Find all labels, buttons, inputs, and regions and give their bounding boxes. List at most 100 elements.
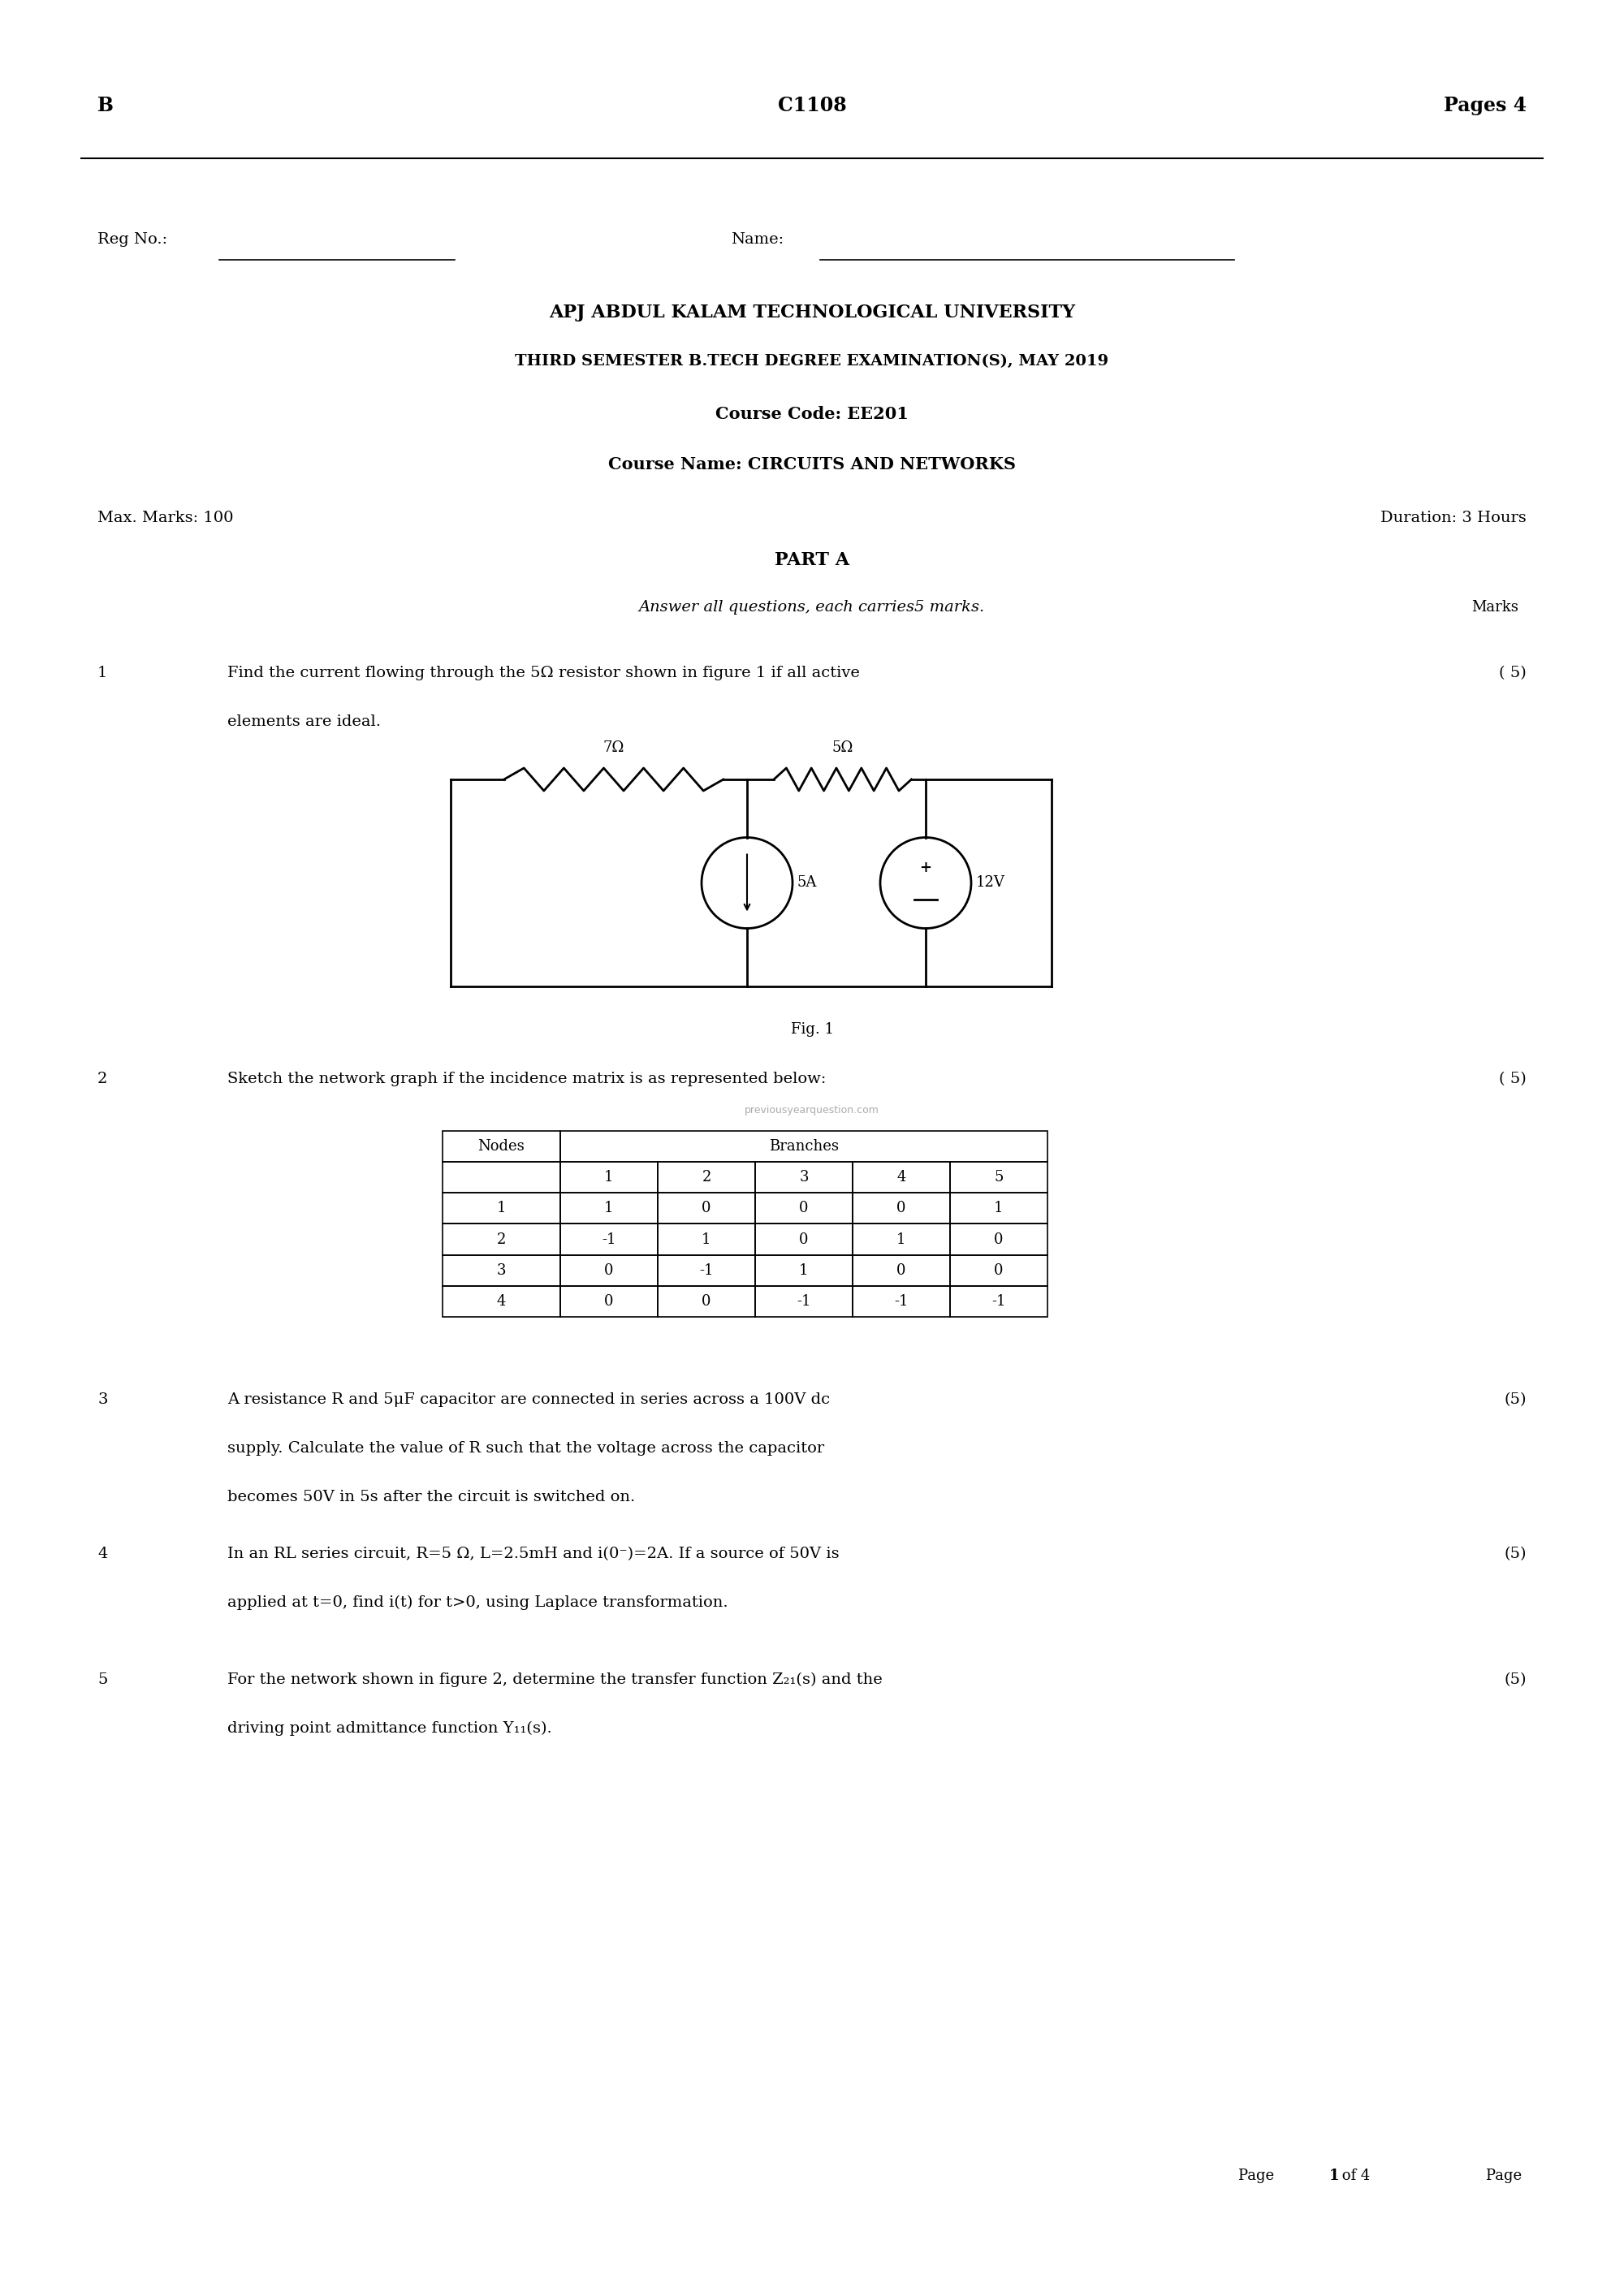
Bar xyxy=(560,1132,1047,1162)
Text: 2: 2 xyxy=(97,1072,107,1086)
Text: THIRD SEMESTER B.TECH DEGREE EXAMINATION(S), MAY 2019: THIRD SEMESTER B.TECH DEGREE EXAMINATION… xyxy=(515,354,1109,370)
Text: -1: -1 xyxy=(895,1295,908,1309)
Bar xyxy=(560,1194,658,1224)
Text: Pages 4: Pages 4 xyxy=(1444,96,1527,115)
Text: (5): (5) xyxy=(1504,1671,1527,1688)
Text: -1: -1 xyxy=(603,1233,615,1247)
Bar xyxy=(950,1224,1047,1256)
Text: supply. Calculate the value of R such that the voltage across the capacitor: supply. Calculate the value of R such th… xyxy=(227,1442,825,1456)
Text: APJ ABDUL KALAM TECHNOLOGICAL UNIVERSITY: APJ ABDUL KALAM TECHNOLOGICAL UNIVERSITY xyxy=(549,303,1075,321)
Text: Course Name: CIRCUITS AND NETWORKS: Course Name: CIRCUITS AND NETWORKS xyxy=(607,457,1017,473)
Text: driving point admittance function Y₁₁(s).: driving point admittance function Y₁₁(s)… xyxy=(227,1722,552,1736)
Text: Find the current flowing through the 5Ω resistor shown in figure 1 if all active: Find the current flowing through the 5Ω … xyxy=(227,666,859,680)
Bar xyxy=(443,1162,560,1194)
Bar xyxy=(853,1194,950,1224)
Bar xyxy=(853,1286,950,1316)
Text: 1: 1 xyxy=(604,1171,614,1185)
Text: 3: 3 xyxy=(97,1391,107,1407)
Text: 3: 3 xyxy=(799,1171,809,1185)
Text: 4: 4 xyxy=(497,1295,507,1309)
Text: of 4: of 4 xyxy=(1338,2167,1371,2183)
Bar xyxy=(755,1162,853,1194)
Bar xyxy=(658,1194,755,1224)
Text: 2: 2 xyxy=(702,1171,711,1185)
Bar xyxy=(853,1224,950,1256)
Text: +: + xyxy=(919,861,932,875)
Text: Course Code: EE201: Course Code: EE201 xyxy=(716,406,908,422)
Text: In an RL series circuit, R=5 Ω, L=2.5mH and i(0⁻)=2A. If a source of 50V is: In an RL series circuit, R=5 Ω, L=2.5mH … xyxy=(227,1548,840,1561)
Text: Page: Page xyxy=(1239,2167,1278,2183)
Text: 0: 0 xyxy=(799,1233,809,1247)
Text: 12V: 12V xyxy=(976,875,1005,891)
Text: 5A: 5A xyxy=(797,875,817,891)
Text: Page: Page xyxy=(1486,2167,1527,2183)
Text: C1108: C1108 xyxy=(778,96,846,115)
Bar xyxy=(755,1256,853,1286)
Text: Fig. 1: Fig. 1 xyxy=(791,1022,833,1038)
Bar xyxy=(950,1162,1047,1194)
Text: 0: 0 xyxy=(702,1295,711,1309)
Bar xyxy=(755,1224,853,1256)
Bar xyxy=(853,1162,950,1194)
Text: 0: 0 xyxy=(702,1201,711,1215)
Text: 1: 1 xyxy=(799,1263,809,1277)
Text: 5: 5 xyxy=(97,1671,107,1688)
Text: Name:: Name: xyxy=(731,232,784,246)
Text: 4: 4 xyxy=(97,1548,107,1561)
Text: 1: 1 xyxy=(896,1233,906,1247)
Bar xyxy=(560,1256,658,1286)
Text: Reg No.:: Reg No.: xyxy=(97,232,167,246)
Text: B: B xyxy=(97,96,114,115)
Text: 1: 1 xyxy=(604,1201,614,1215)
Text: 0: 0 xyxy=(994,1263,1004,1277)
Bar xyxy=(658,1256,755,1286)
Text: Sketch the network graph if the incidence matrix is as represented below:: Sketch the network graph if the incidenc… xyxy=(227,1072,827,1086)
Bar xyxy=(950,1194,1047,1224)
Bar xyxy=(560,1224,658,1256)
Text: Max. Marks: 100: Max. Marks: 100 xyxy=(97,510,234,526)
Text: 4: 4 xyxy=(896,1171,906,1185)
Text: 0: 0 xyxy=(799,1201,809,1215)
Text: Duration: 3 Hours: Duration: 3 Hours xyxy=(1380,510,1527,526)
Text: A resistance R and 5μF capacitor are connected in series across a 100V dc: A resistance R and 5μF capacitor are con… xyxy=(227,1391,830,1407)
Bar xyxy=(443,1224,560,1256)
Bar xyxy=(443,1194,560,1224)
Text: Branches: Branches xyxy=(770,1139,838,1155)
Bar xyxy=(658,1162,755,1194)
Text: (5): (5) xyxy=(1504,1548,1527,1561)
Bar xyxy=(658,1286,755,1316)
Text: 1: 1 xyxy=(497,1201,507,1215)
Text: 0: 0 xyxy=(604,1295,614,1309)
Text: becomes 50V in 5s after the circuit is switched on.: becomes 50V in 5s after the circuit is s… xyxy=(227,1490,635,1504)
Text: 5Ω: 5Ω xyxy=(831,739,853,755)
Text: -1: -1 xyxy=(797,1295,810,1309)
Text: Nodes: Nodes xyxy=(477,1139,525,1155)
Text: ( 5): ( 5) xyxy=(1499,1072,1527,1086)
Text: 0: 0 xyxy=(896,1201,906,1215)
Text: -1: -1 xyxy=(700,1263,713,1277)
Bar xyxy=(950,1286,1047,1316)
Bar xyxy=(443,1286,560,1316)
Text: 0: 0 xyxy=(896,1263,906,1277)
Bar xyxy=(853,1256,950,1286)
Text: 2: 2 xyxy=(497,1233,507,1247)
Text: ( 5): ( 5) xyxy=(1499,666,1527,680)
Text: 0: 0 xyxy=(994,1233,1004,1247)
Text: 0: 0 xyxy=(604,1263,614,1277)
Text: previousyearquestion.com: previousyearquestion.com xyxy=(745,1104,879,1116)
Text: applied at t=0, find i(t) for t>0, using Laplace transformation.: applied at t=0, find i(t) for t>0, using… xyxy=(227,1596,728,1609)
Bar xyxy=(443,1132,560,1162)
Text: For the network shown in figure 2, determine the transfer function Z₂₁(s) and th: For the network shown in figure 2, deter… xyxy=(227,1671,882,1688)
Bar xyxy=(950,1256,1047,1286)
Text: 1: 1 xyxy=(97,666,107,680)
Bar xyxy=(560,1162,658,1194)
Text: 1: 1 xyxy=(1328,2167,1340,2183)
Text: 7Ω: 7Ω xyxy=(603,739,624,755)
Text: PART A: PART A xyxy=(775,551,849,569)
Text: elements are ideal.: elements are ideal. xyxy=(227,714,382,730)
Text: Answer all questions, each carries5 marks.: Answer all questions, each carries5 mark… xyxy=(638,599,986,615)
Bar xyxy=(560,1286,658,1316)
Text: 3: 3 xyxy=(497,1263,507,1277)
Text: -1: -1 xyxy=(992,1295,1005,1309)
Bar xyxy=(755,1286,853,1316)
